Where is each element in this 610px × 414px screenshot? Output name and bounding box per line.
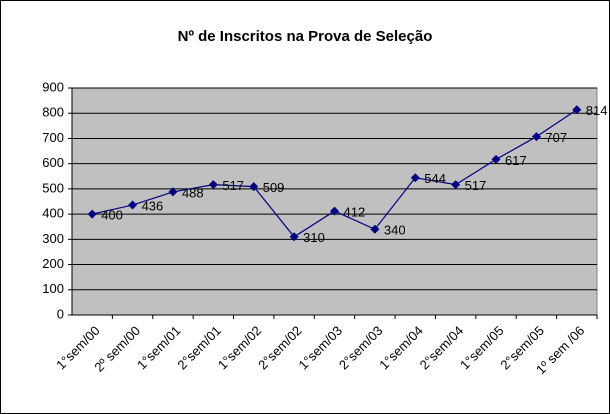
data-label: 488 bbox=[182, 185, 204, 200]
data-label: 436 bbox=[142, 198, 164, 213]
data-point bbox=[491, 154, 501, 164]
y-tick-label: 0 bbox=[57, 306, 64, 321]
data-label: 517 bbox=[222, 178, 244, 193]
data-point bbox=[249, 182, 259, 192]
data-point bbox=[168, 187, 178, 197]
y-tick-label: 400 bbox=[42, 206, 64, 221]
y-tick-label: 800 bbox=[42, 105, 64, 120]
y-tick-label: 900 bbox=[42, 79, 64, 94]
data-label: 340 bbox=[384, 223, 406, 238]
data-label: 617 bbox=[505, 153, 527, 168]
data-label: 814 bbox=[586, 103, 608, 118]
y-tick-label: 600 bbox=[42, 155, 64, 170]
data-point bbox=[410, 173, 420, 183]
y-tick-label: 300 bbox=[42, 231, 64, 246]
data-point bbox=[451, 180, 461, 190]
data-label: 509 bbox=[263, 180, 285, 195]
y-tick-label: 500 bbox=[42, 180, 64, 195]
data-point bbox=[128, 200, 138, 210]
data-label: 517 bbox=[465, 178, 487, 193]
data-label: 412 bbox=[344, 205, 366, 220]
data-label: 707 bbox=[545, 130, 567, 145]
plot-area bbox=[71, 87, 598, 316]
data-point bbox=[208, 180, 218, 190]
data-point bbox=[531, 132, 541, 142]
data-point bbox=[370, 224, 380, 234]
chart-title: Nº de Inscritos na Prova de Seleção bbox=[178, 28, 433, 45]
data-point bbox=[289, 232, 299, 242]
data-point bbox=[87, 209, 97, 219]
y-tick-label: 200 bbox=[42, 256, 64, 271]
y-tick-label: 700 bbox=[42, 130, 64, 145]
y-tick-label: 100 bbox=[42, 281, 64, 296]
data-point bbox=[572, 105, 582, 115]
data-label: 400 bbox=[101, 208, 123, 223]
data-label: 544 bbox=[424, 171, 446, 186]
data-label: 310 bbox=[303, 230, 325, 245]
data-point bbox=[330, 206, 339, 216]
